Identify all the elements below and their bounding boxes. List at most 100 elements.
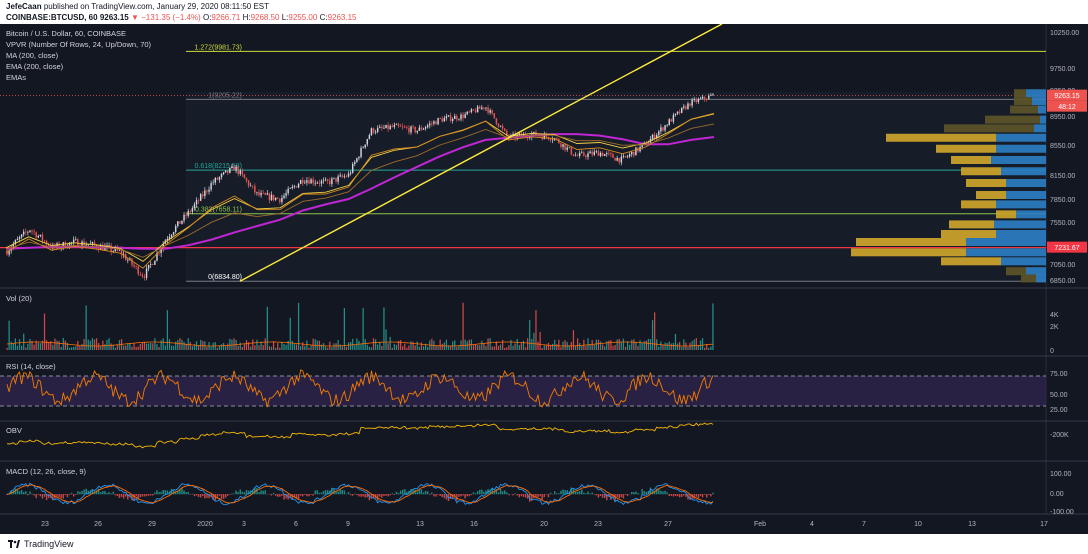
macd-histogram-bar	[145, 494, 148, 497]
candle-body	[224, 170, 227, 173]
candle-body	[474, 110, 477, 113]
candle-body	[445, 116, 448, 119]
macd-histogram-bar	[558, 493, 560, 495]
volume-bar	[83, 339, 85, 350]
macd-axis-tick-label: 0.00	[1050, 491, 1064, 498]
volume-bar	[197, 345, 200, 350]
candle-body	[703, 96, 706, 100]
macd-histogram-bar	[56, 494, 58, 497]
candle-body	[383, 127, 385, 129]
volume-bar	[547, 342, 550, 350]
volume-bar	[514, 343, 516, 350]
price-axis-tick-label: 9750.00	[1050, 66, 1075, 73]
candle-body	[233, 166, 235, 171]
macd-histogram-bar	[47, 494, 50, 499]
vpvr-up-bar	[996, 200, 1046, 209]
volume-bar	[252, 339, 254, 350]
obv-pane-label: OBV	[6, 426, 22, 435]
vpvr-up-bar	[1001, 167, 1046, 176]
author-name[interactable]: JefeCaan	[6, 2, 42, 11]
volume-bar	[179, 338, 181, 350]
volume-bar	[16, 345, 19, 350]
macd-histogram-bar	[316, 490, 319, 495]
macd-histogram-bar	[424, 490, 427, 495]
candle-body	[272, 194, 275, 200]
candle-body	[241, 170, 244, 175]
volume-bar	[518, 345, 520, 350]
macd-histogram-bar	[25, 491, 27, 495]
macd-histogram-bar	[710, 494, 712, 497]
down-arrow-icon: ▼	[130, 13, 139, 22]
candle-body	[549, 139, 552, 141]
volume-bar	[25, 347, 27, 350]
candle-body	[366, 139, 369, 145]
volume-bar	[193, 344, 196, 350]
macd-histogram-bar	[508, 494, 510, 496]
volume-bar	[281, 342, 283, 350]
candle-body	[285, 193, 287, 196]
candle-body	[112, 251, 114, 252]
last-price-badge-bg	[1047, 89, 1087, 101]
brand-name[interactable]: TradingView	[24, 539, 74, 549]
macd-histogram-bar	[472, 492, 475, 495]
macd-histogram-bar	[553, 491, 556, 495]
volume-bar	[335, 343, 337, 350]
time-axis-tick-label: 23	[41, 521, 49, 528]
volume-bar	[337, 340, 339, 350]
candle-body	[416, 130, 418, 133]
countdown-badge-bg	[1047, 100, 1087, 112]
candle-body	[141, 274, 144, 277]
volume-bar	[218, 345, 221, 350]
volume-bar	[14, 338, 16, 350]
volume-bar	[50, 341, 52, 350]
volume-bar	[479, 345, 481, 350]
candle-body	[181, 220, 183, 224]
trend-line[interactable]	[239, 24, 723, 282]
candle-body	[268, 193, 271, 201]
macd-histogram-bar	[302, 494, 304, 497]
time-axis-tick-label: 20	[540, 521, 548, 528]
macd-histogram-bar	[364, 494, 366, 498]
volume-bar	[701, 338, 704, 350]
volume-bar	[604, 346, 606, 350]
candle-body	[299, 180, 302, 185]
macd-histogram-bar	[451, 494, 454, 499]
macd-histogram-bar	[341, 489, 344, 495]
volume-bar	[579, 343, 581, 350]
macd-histogram-bar	[662, 491, 664, 495]
candle-body	[408, 128, 410, 133]
footer: TradingView	[0, 534, 1088, 554]
macd-histogram-bar	[637, 493, 639, 495]
vpvr-up-bar	[991, 156, 1046, 164]
macd-histogram-bar	[379, 494, 381, 497]
chart-canvas[interactable]: 1.272(9981.73)1(9205.22)0.618(8215.58)0.…	[0, 24, 1088, 534]
volume-bar	[220, 344, 223, 350]
candle-body	[197, 200, 200, 201]
volume-bar	[662, 344, 664, 350]
time-axis-tick-label: 2020	[197, 521, 213, 528]
vpvr-up-bar	[1038, 105, 1046, 114]
macd-histogram-bar	[589, 493, 591, 495]
volume-bar	[139, 343, 141, 350]
macd-histogram-bar	[58, 494, 60, 498]
macd-histogram-bar	[689, 494, 691, 500]
time-axis-tick-label: 3	[242, 521, 246, 528]
candle-body	[653, 134, 656, 139]
volume-bar	[166, 310, 169, 350]
price-axis-tick-label: 7550.00	[1050, 220, 1075, 227]
candle-body	[8, 250, 10, 255]
macd-histogram-bar	[656, 488, 658, 495]
candle-body	[374, 131, 377, 133]
macd-histogram-bar	[537, 494, 539, 498]
macd-histogram-bar	[464, 494, 466, 499]
candle-body	[487, 107, 489, 113]
volume-bar	[81, 344, 83, 350]
candle-body	[587, 153, 589, 158]
volume-bar	[12, 343, 14, 350]
macd-histogram-bar	[433, 494, 435, 497]
volume-bar	[60, 347, 62, 350]
candle-body	[466, 111, 468, 115]
candle-body	[472, 109, 475, 111]
candle-body	[443, 118, 446, 122]
